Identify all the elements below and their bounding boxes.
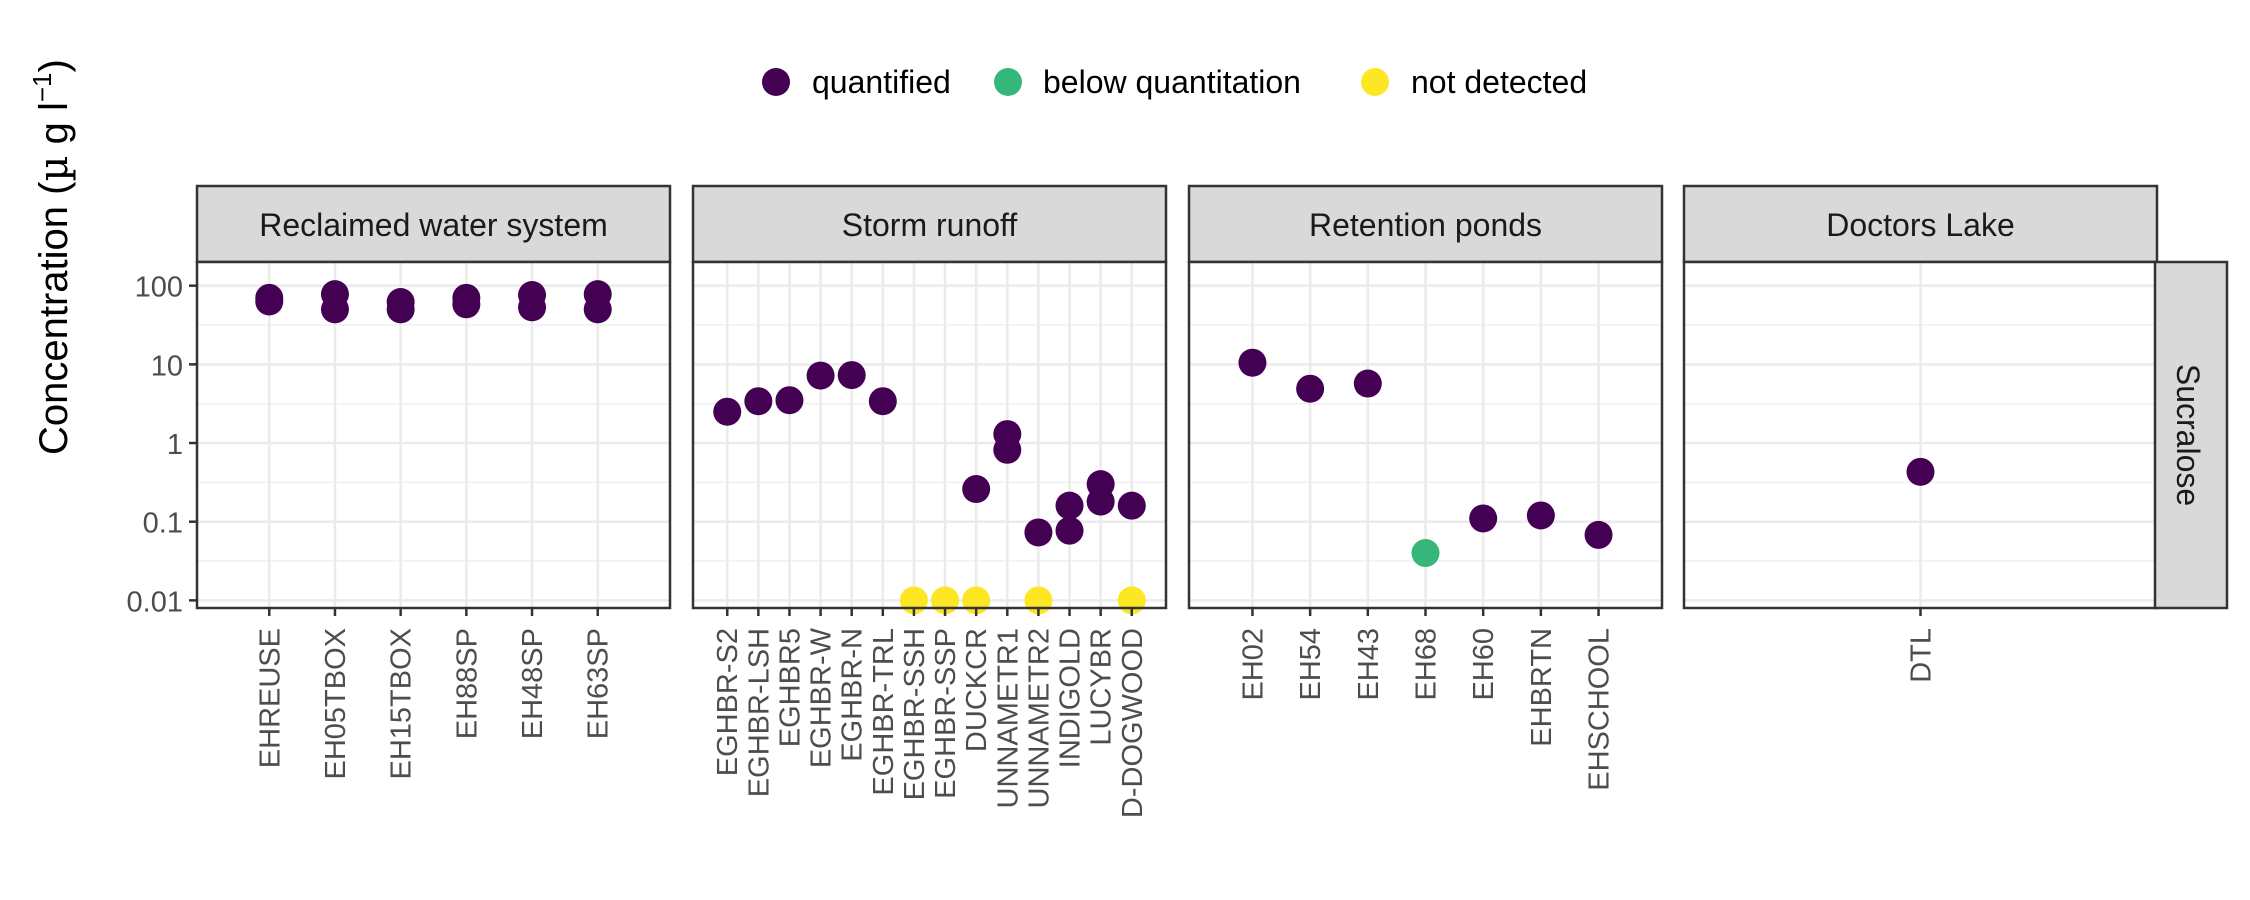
y-tick-label: 0.01 <box>127 586 183 618</box>
x-tick-label-duckcr: DUCKCR <box>961 628 993 752</box>
y-tick-label: 100 <box>135 272 183 304</box>
point-unnametr2-quantified <box>1024 518 1053 547</box>
facet-strip-title: Storm runoff <box>842 207 1018 243</box>
point-d-dogwood-quantified <box>1117 491 1146 520</box>
x-tick-label-ehschool: EHSCHOOL <box>1584 628 1616 791</box>
point-eghbr-n-quantified <box>837 361 866 390</box>
x-tick-label-eghbr5: EGHBR5 <box>774 628 806 747</box>
point-eh68-below-quantitation <box>1411 539 1440 568</box>
x-tick-label-eh02: EH02 <box>1237 628 1269 701</box>
facet-strip-title: Retention ponds <box>1309 207 1542 243</box>
point-ehreuse-quantified <box>255 287 284 316</box>
point-ehschool-quantified <box>1584 520 1613 549</box>
facet-strip-title: Doctors Lake <box>1826 207 2015 243</box>
x-tick-label-eghbr-s2: EGHBR-S2 <box>712 628 744 776</box>
x-tick-label-unnametr1: UNNAMETR1 <box>992 628 1024 808</box>
legend-label-not-detected: not detected <box>1411 64 1587 100</box>
x-tick-label-eh43: EH43 <box>1353 628 1385 701</box>
facet-strip-right: Sucralose <box>2153 260 2229 610</box>
x-tick-label-eh15tbox: EH15TBOX <box>386 628 418 780</box>
point-eh43-quantified <box>1353 369 1382 398</box>
facet-panel-retention-ponds: Retention ponds EH02 EH54 EH43 EH68 EH60 EHBRT… <box>1187 184 1664 791</box>
y-tick-label: 0.1 <box>143 508 183 540</box>
x-tick-label-eghbr-lsh: EGHBR-LSH <box>743 628 775 797</box>
point-eghbr5-quantified <box>775 386 804 415</box>
x-tick-label-eghbr-ssh: EGHBR-SSH <box>899 628 931 800</box>
x-tick-label-eh68: EH68 <box>1411 628 1443 701</box>
x-tick-label-eh48sp: EH48SP <box>517 628 549 739</box>
point-eh60-quantified <box>1469 504 1498 533</box>
x-tick-label-d-dogwood: D-DOGWOOD <box>1117 628 1149 818</box>
y-axis-ticks: 0.01 0.1 1 10 100 <box>127 272 197 618</box>
point-eh02-quantified <box>1238 348 1267 377</box>
facet-strip-box <box>691 184 1168 264</box>
point-eghbr-trl-quantified <box>868 387 897 416</box>
facet-strip-right-box <box>2153 260 2229 610</box>
x-tick-label-eh54: EH54 <box>1295 628 1327 701</box>
x-tick-label-eh63sp: EH63SP <box>583 628 615 739</box>
x-tick-label-unnametr2: UNNAMETR2 <box>1023 628 1055 808</box>
legend-label-below-quantitation: below quantitation <box>1043 64 1301 100</box>
facet-strip-box <box>1682 184 2159 264</box>
facet-strip-right-label: Sucralose <box>2170 364 2206 506</box>
point-eh48sp-quantified <box>518 293 547 322</box>
point-duckcr-quantified <box>962 475 991 504</box>
x-tick-label-eh60: EH60 <box>1468 628 1500 701</box>
legend-swatch-not-detected <box>1361 68 1389 96</box>
point-eh54-quantified <box>1296 374 1325 403</box>
x-tick-label-ehbrtn: EHBRTN <box>1526 628 1558 747</box>
x-tick-label-eghbr-n: EGHBR-N <box>837 628 869 762</box>
x-tick-label-eghbr-ssp: EGHBR-SSP <box>930 628 962 799</box>
point-lucybr-quantified <box>1086 487 1115 516</box>
facet-strip-title: Reclaimed water system <box>259 207 608 243</box>
point-eh05tbox-quantified <box>320 295 349 324</box>
panel-border <box>691 260 1168 610</box>
legend-swatch-quantified <box>762 68 790 96</box>
legend-swatch-below-quantitation <box>994 68 1022 96</box>
y-axis-title: Concentration (µ g l−1) <box>27 59 77 455</box>
facet-panel-doctors-lake: Doctors Lake DTL <box>1682 184 2159 683</box>
facet-panel-reclaimed-water-system: Reclaimed water system EHREUSE EH05TBOX EH1… <box>195 184 672 780</box>
legend: quantified below quantitation not detect… <box>762 64 1587 100</box>
x-tick-label-ehreuse: EHREUSE <box>254 628 286 768</box>
point-unnametr1-quantified <box>993 435 1022 464</box>
point-indigold-quantified <box>1055 516 1084 545</box>
point-eghbr-lsh-quantified <box>744 387 773 416</box>
point-indigold-quantified <box>1055 491 1084 520</box>
x-tick-label-eghbr-trl: EGHBR-TRL <box>868 628 900 796</box>
facet-strip-box <box>195 184 672 264</box>
point-eghbr-w-quantified <box>806 361 835 390</box>
facet-panels: Reclaimed water system EHREUSE EH05TBOX EH1… <box>195 184 2159 818</box>
point-ehbrtn-quantified <box>1526 501 1555 530</box>
y-tick-label: 10 <box>151 350 183 382</box>
point-eghbr-s2-quantified <box>713 397 742 426</box>
legend-label-quantified: quantified <box>812 64 951 100</box>
x-tick-label-eh88sp: EH88SP <box>451 628 483 739</box>
x-tick-label-lucybr: LUCYBR <box>1086 628 1118 746</box>
point-eh15tbox-quantified <box>386 295 415 324</box>
x-tick-label-dtl: DTL <box>1906 628 1938 683</box>
panel-border <box>195 260 672 610</box>
x-tick-label-eh05tbox: EH05TBOX <box>320 628 352 780</box>
x-tick-label-eghbr-w: EGHBR-W <box>806 627 838 768</box>
panel-background <box>693 262 1166 608</box>
point-eh63sp-quantified <box>583 295 612 324</box>
x-tick-label-indigold: INDIGOLD <box>1055 628 1087 768</box>
point-eh88sp-quantified <box>452 290 481 319</box>
point-dtl-quantified <box>1906 457 1935 486</box>
y-tick-label: 1 <box>167 429 183 461</box>
